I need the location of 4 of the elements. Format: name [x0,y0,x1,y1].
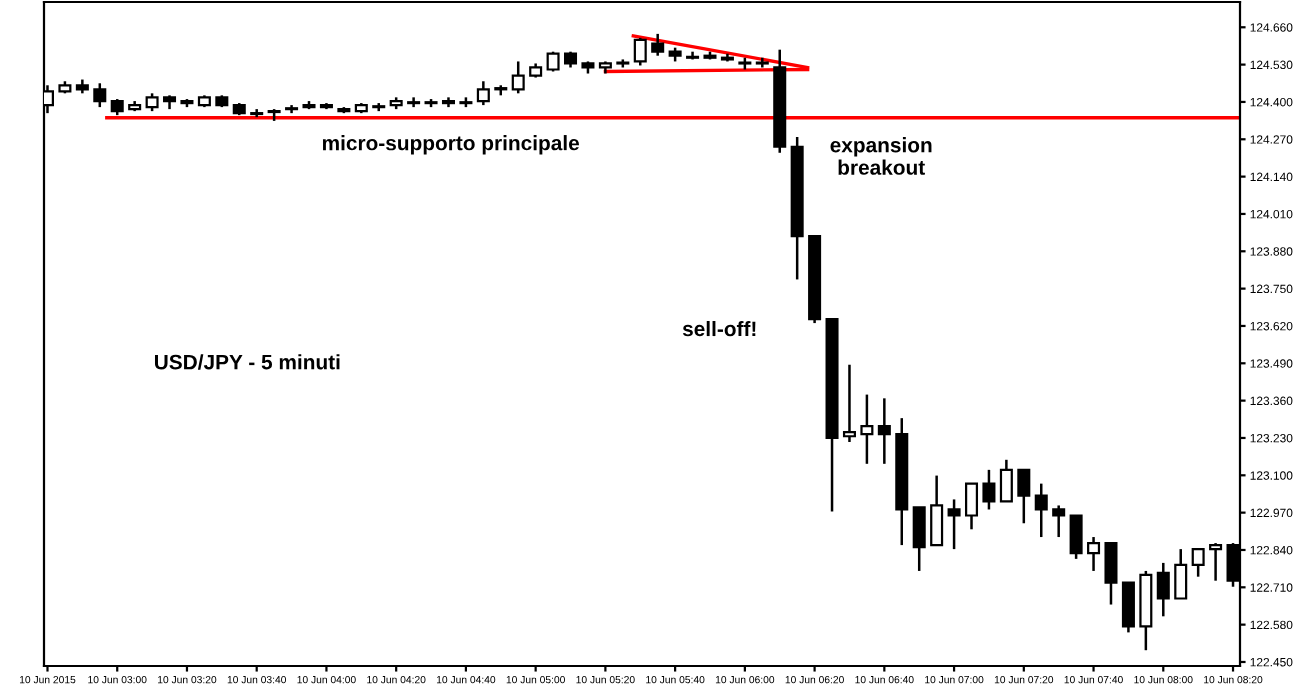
annotation: expansion breakout [830,137,932,175]
annotation: micro-supporto principale [322,135,579,155]
annotation: USD/JPY - 5 minuti [154,354,340,370]
annotation: sell-off! [682,320,756,337]
